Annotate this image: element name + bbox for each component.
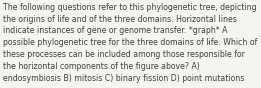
Text: possible phylogenetic tree for the three domains of life. Which of: possible phylogenetic tree for the three… <box>3 38 257 47</box>
Text: The following questions refer to this phylogenetic tree, depicting: The following questions refer to this ph… <box>3 3 257 12</box>
Text: endosymbiosis B) mitosis C) binary fission D) point mutations: endosymbiosis B) mitosis C) binary fissi… <box>3 74 245 83</box>
Text: indicate instances of gene or genome transfer. *graph* A: indicate instances of gene or genome tra… <box>3 26 228 35</box>
Text: these processes can be included among those responsible for: these processes can be included among th… <box>3 50 245 59</box>
Text: the origins of life and of the three domains. Horizontal lines: the origins of life and of the three dom… <box>3 15 237 23</box>
Text: the horizontal components of the figure above? A): the horizontal components of the figure … <box>3 62 200 71</box>
